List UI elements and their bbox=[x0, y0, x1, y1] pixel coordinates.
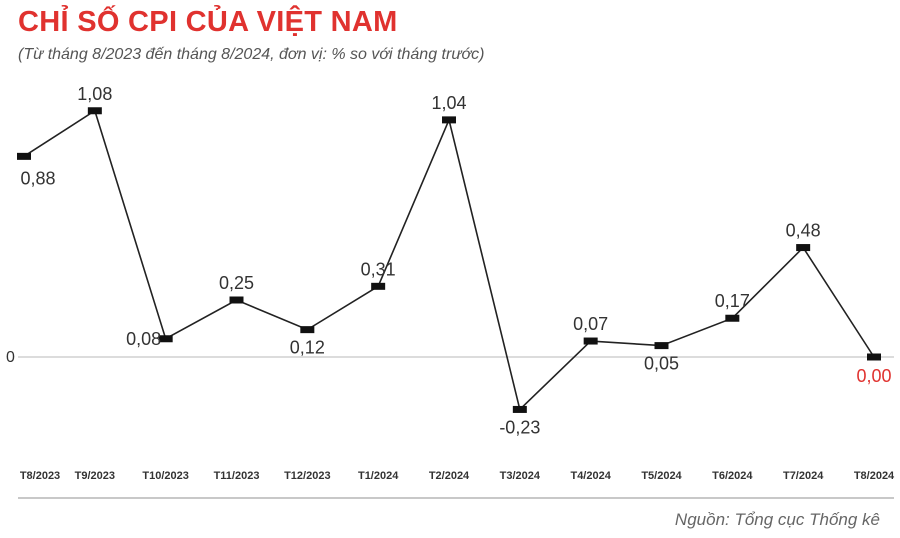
data-point bbox=[796, 244, 811, 252]
data-label: 0,05 bbox=[644, 354, 679, 374]
data-point bbox=[867, 353, 881, 361]
chart-subtitle: (Từ tháng 8/2023 đến tháng 8/2024, đơn v… bbox=[18, 46, 485, 63]
data-point bbox=[371, 282, 386, 290]
data-label: 0,12 bbox=[290, 338, 325, 358]
x-tick-label: T3/2024 bbox=[500, 470, 541, 482]
chart-title: CHỈ SỐ CPI CỦA VIỆT NAM bbox=[18, 6, 398, 38]
data-label: 0,88 bbox=[20, 168, 55, 188]
data-point bbox=[17, 152, 31, 160]
data-label: 0,31 bbox=[361, 259, 396, 279]
data-point bbox=[654, 342, 669, 350]
x-tick-label: T9/2023 bbox=[75, 470, 115, 482]
series-line bbox=[23, 109, 875, 411]
data-point bbox=[442, 116, 456, 124]
bottom-divider bbox=[18, 497, 894, 499]
data-label: 0,17 bbox=[715, 291, 750, 311]
data-point bbox=[725, 314, 740, 322]
x-tick-label: T10/2023 bbox=[142, 470, 188, 482]
data-label: 0,08 bbox=[126, 329, 161, 349]
data-point bbox=[512, 405, 527, 413]
data-label: 0,48 bbox=[786, 221, 821, 241]
x-tick-label: T8/2024 bbox=[854, 470, 895, 482]
x-tick-label: T6/2024 bbox=[712, 470, 753, 482]
x-tick-label: T7/2024 bbox=[783, 470, 824, 482]
data-label: 0,07 bbox=[573, 314, 608, 334]
data-label: 1,04 bbox=[431, 93, 466, 113]
x-tick-label: T2/2024 bbox=[429, 470, 470, 482]
x-tick-label: T4/2024 bbox=[570, 470, 611, 482]
data-label: -0,23 bbox=[499, 417, 540, 437]
source-note: Nguồn: Tổng cục Thống kê bbox=[674, 510, 880, 529]
data-label: 0,00 bbox=[856, 366, 891, 386]
data-point bbox=[87, 107, 102, 115]
data-label: 1,08 bbox=[77, 84, 112, 104]
x-tick-label: T1/2024 bbox=[358, 470, 399, 482]
data-point bbox=[583, 337, 598, 345]
x-tick-label: T12/2023 bbox=[284, 470, 330, 482]
x-tick-label: T11/2023 bbox=[214, 470, 260, 482]
data-point bbox=[158, 335, 173, 343]
x-tick-label: T8/2023 bbox=[20, 470, 60, 482]
data-point bbox=[300, 326, 315, 334]
data-point bbox=[229, 296, 244, 304]
x-tick-label: T5/2024 bbox=[641, 470, 682, 482]
y-tick-label: 0 bbox=[6, 349, 15, 366]
data-label: 0,25 bbox=[219, 273, 254, 293]
